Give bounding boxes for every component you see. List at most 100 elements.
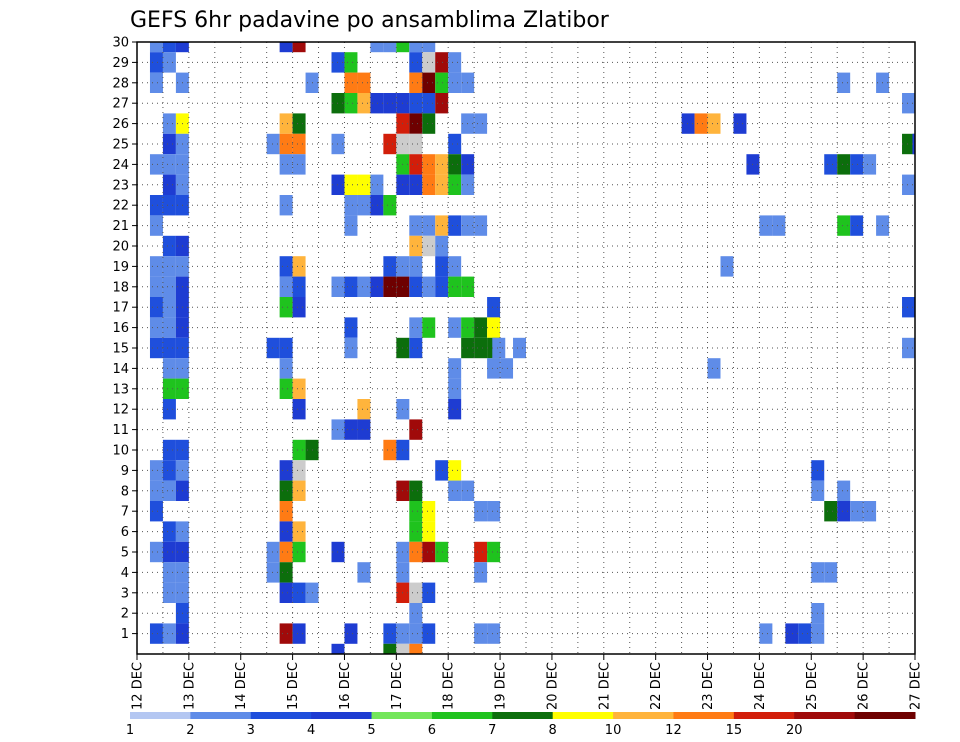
heatmap-cell — [292, 297, 306, 318]
heatmap-cell — [448, 256, 462, 277]
y-axis: 1234567891011121314151617181920212223242… — [112, 36, 137, 642]
y-tick-label: 12 — [112, 403, 129, 418]
y-tick-label: 5 — [121, 546, 129, 561]
heatmap-cell — [383, 643, 397, 654]
heatmap-cell — [266, 562, 280, 583]
heatmap-cell — [149, 52, 163, 73]
heatmap-cell — [383, 256, 397, 277]
heatmap-cell — [435, 460, 449, 481]
heatmap-cell — [383, 439, 397, 461]
y-tick-label: 8 — [121, 484, 129, 499]
heatmap-cell — [422, 276, 436, 297]
heatmap-cell — [902, 337, 915, 359]
heatmap-cell — [474, 215, 488, 236]
heatmap-cell — [344, 276, 358, 297]
y-tick-label: 13 — [112, 382, 129, 397]
y-tick-label: 27 — [112, 97, 129, 112]
heatmap-cell — [344, 337, 358, 359]
heatmap-cell — [279, 297, 293, 318]
colorbar-label: 4 — [307, 723, 315, 738]
heatmap-cell — [487, 541, 501, 563]
y-tick-label: 28 — [112, 76, 129, 91]
heatmap-cell — [149, 276, 163, 297]
heatmap-cell — [409, 643, 423, 654]
heatmap-cell — [409, 480, 423, 501]
heatmap-cell — [448, 215, 462, 236]
heatmap-cell — [474, 317, 488, 338]
heatmap-cell — [409, 501, 423, 522]
y-tick-label: 29 — [112, 56, 129, 71]
heatmap-cell — [279, 582, 293, 603]
colorbar-label: 2 — [186, 723, 194, 738]
heatmap-cell — [422, 582, 436, 603]
heatmap-cell — [474, 113, 488, 134]
y-tick-label: 6 — [121, 525, 129, 540]
heatmap-cell — [448, 480, 462, 501]
heatmap-cell — [409, 42, 423, 53]
colorbar-label: 7 — [488, 723, 496, 738]
heatmap-cell — [500, 358, 514, 379]
heatmap-cell — [175, 42, 189, 53]
heatmap-cell — [785, 623, 799, 644]
x-tick-label: 22 DEC — [649, 662, 664, 710]
heatmap-cell — [837, 480, 851, 501]
heatmap-cell — [162, 154, 176, 175]
heatmap-cell — [357, 399, 371, 420]
x-tick-label: 26 DEC — [857, 662, 872, 710]
heatmap-cell — [824, 562, 838, 583]
heatmap-cell — [357, 72, 371, 93]
heatmap-cell — [409, 235, 423, 257]
heatmap-cell — [370, 195, 384, 216]
heatmap-cell — [292, 256, 306, 277]
x-tick-label: 14 DEC — [234, 662, 249, 710]
heatmap-cell — [409, 582, 423, 603]
heatmap-cell — [435, 93, 449, 114]
heatmap-cell — [837, 215, 851, 236]
x-tick-label: 21 DEC — [597, 662, 612, 710]
heatmap-cell — [149, 195, 163, 216]
heatmap-cell — [409, 419, 423, 440]
x-tick-label: 23 DEC — [701, 662, 716, 710]
y-tick-label: 15 — [112, 342, 129, 357]
heatmap-cell — [370, 276, 384, 297]
heatmap-cell — [162, 133, 176, 155]
colorbar-swatch — [371, 712, 433, 719]
heatmap-cell — [162, 358, 176, 379]
heatmap-cell — [487, 501, 501, 522]
heatmap-cell — [474, 501, 488, 522]
heatmap-cell — [292, 378, 306, 399]
heatmap-cell — [422, 501, 436, 522]
heatmap-cell — [863, 154, 877, 175]
heatmap-cell — [435, 215, 449, 236]
heatmap-cell — [409, 317, 423, 338]
heatmap-cell — [448, 174, 462, 195]
heatmap-cell — [435, 154, 449, 175]
heatmap-cell — [279, 256, 293, 277]
y-tick-label: 10 — [112, 444, 129, 459]
colorbar-swatch — [552, 712, 614, 719]
heatmap-cell — [409, 174, 423, 195]
heatmap-cell — [292, 521, 306, 542]
heatmap-cell — [279, 276, 293, 297]
heatmap-cell — [162, 562, 176, 583]
heatmap-cell — [344, 72, 358, 93]
heatmap-cell — [162, 195, 176, 216]
y-tick-label: 21 — [112, 219, 129, 234]
heatmap-cell — [383, 42, 397, 53]
heatmap-cell — [863, 501, 877, 522]
x-tick-label: 17 DEC — [390, 662, 405, 710]
heatmap-cell — [422, 235, 436, 257]
colorbar-swatch — [673, 712, 735, 719]
heatmap-cell — [448, 72, 462, 93]
heatmap-cell — [344, 623, 358, 644]
y-tick-label: 14 — [112, 362, 129, 377]
heatmap-cell — [422, 154, 436, 175]
heatmap-cell — [422, 541, 436, 563]
heatmap-cell — [279, 337, 293, 359]
heatmap-cell — [681, 113, 695, 134]
heatmap-cell — [902, 93, 915, 114]
colorbar-swatch — [492, 712, 554, 719]
heatmap-cell — [279, 154, 293, 175]
heatmap-cell — [162, 623, 176, 644]
heatmap-cell — [149, 460, 163, 481]
